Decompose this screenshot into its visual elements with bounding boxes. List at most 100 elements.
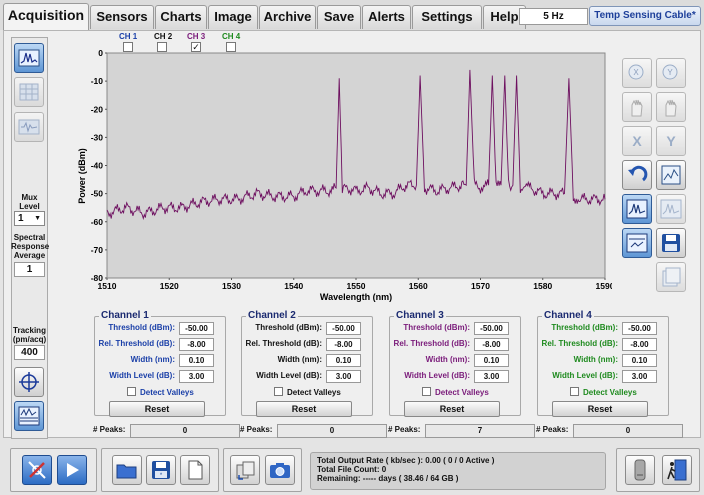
checkbox-box[interactable]	[274, 387, 283, 396]
detect-valleys-label: Detect Valleys	[140, 388, 194, 397]
width-level-field[interactable]: 3.00	[179, 370, 214, 383]
detect-valleys-checkbox[interactable]: Detect Valleys	[570, 387, 637, 397]
reset-button[interactable]: Reset	[256, 401, 352, 417]
width-level-field-row: Width Level (dB): 3.00	[390, 370, 522, 384]
detect-valleys-label: Detect Valleys	[435, 388, 489, 397]
config-button[interactable]: Temp Sensing Cable*	[589, 6, 701, 26]
detect-valleys-checkbox[interactable]: Detect Valleys	[422, 387, 489, 397]
open-folder-icon[interactable]	[112, 455, 142, 485]
y-tick-label: -60	[91, 217, 104, 227]
width-field[interactable]: 0.10	[326, 354, 361, 367]
width-level-field[interactable]: 3.00	[622, 370, 657, 383]
peak-table-icon[interactable]	[14, 401, 44, 431]
undo-zoom-icon[interactable]	[622, 160, 652, 190]
rel-threshold-field[interactable]: -8.00	[179, 338, 214, 351]
tab-alerts[interactable]: Alerts	[362, 5, 411, 29]
y-tick-label: -40	[91, 161, 104, 171]
y-tick-label: -50	[91, 189, 104, 199]
tab-acquisition[interactable]: Acquisition	[3, 3, 89, 31]
detect-valleys-label: Detect Valleys	[583, 388, 637, 397]
zoom-x-icon[interactable]: X	[622, 58, 652, 88]
spectral-average-field[interactable]: 1	[14, 262, 45, 277]
save-disk-icon[interactable]	[656, 228, 686, 258]
width-field-label: Width (nm):	[574, 355, 618, 364]
rel-threshold-field[interactable]: -8.00	[622, 338, 657, 351]
peaks-label: # Peaks:	[240, 425, 272, 434]
rel-threshold-field[interactable]: -8.00	[326, 338, 361, 351]
crosshair-icon[interactable]	[14, 367, 44, 397]
tab-settings[interactable]: Settings	[412, 5, 482, 29]
spectrum-chart[interactable]: Power (dBm) Wavelength (nm) 0 -10 -20 -30 -4…	[76, 48, 612, 306]
svg-text:Y: Y	[667, 68, 673, 77]
channel-title: Channel 1	[99, 310, 151, 321]
autoscale-x-icon[interactable]: X	[622, 126, 652, 156]
tab-save[interactable]: Save	[317, 5, 361, 29]
export-chart-icon[interactable]	[622, 228, 652, 258]
checkbox-box[interactable]	[127, 387, 136, 396]
reset-button[interactable]: Reset	[109, 401, 205, 417]
peaks-value: 0	[277, 424, 387, 438]
peaks-value: 7	[425, 424, 535, 438]
y-tick-label: -70	[91, 245, 104, 255]
exit-icon[interactable]	[662, 455, 692, 485]
channel-title: Channel 3	[394, 310, 446, 321]
pan-y-icon[interactable]	[656, 92, 686, 122]
pan-x-icon[interactable]	[622, 92, 652, 122]
tab-archive[interactable]: Archive	[259, 5, 316, 29]
x-tick-label: 1530	[222, 281, 241, 291]
tracking-field[interactable]: 400	[14, 345, 45, 360]
width-level-field[interactable]: 3.00	[474, 370, 509, 383]
channel-panel-3: Channel 3 Threshold (dBm): -50.00 Rel. Thre…	[389, 316, 521, 416]
threshold-field[interactable]: -50.00	[474, 322, 509, 335]
copy-to-clipboard-icon[interactable]	[230, 455, 260, 485]
checkbox-box[interactable]	[422, 387, 431, 396]
threshold-field-row: Threshold (dBm): -50.00	[242, 322, 374, 336]
peaks-value: 0	[130, 424, 240, 438]
fit-all-icon[interactable]	[656, 160, 686, 190]
width-field-row: Width (nm): 0.10	[538, 354, 670, 368]
mux-level-value: 1	[18, 213, 24, 224]
file-count-text: Total File Count: 0	[317, 465, 599, 474]
screenshot-camera-icon[interactable]	[265, 455, 295, 485]
y-tick-label: -10	[91, 76, 104, 86]
tab-image[interactable]: Image	[208, 5, 258, 29]
y-tick-label: -30	[91, 132, 104, 142]
detect-valleys-checkbox[interactable]: Detect Valleys	[127, 387, 194, 397]
autoscale-y-icon[interactable]: Y	[656, 126, 686, 156]
zoom-y-icon[interactable]: Y	[656, 58, 686, 88]
tab-sensors[interactable]: Sensors	[90, 5, 154, 29]
width-field[interactable]: 0.10	[474, 354, 509, 367]
tab-charts[interactable]: Charts	[155, 5, 207, 29]
y-tick-label: 0	[98, 48, 103, 58]
threshold-field[interactable]: -50.00	[179, 322, 214, 335]
spectrum-view-icon[interactable]	[14, 43, 44, 73]
device-icon[interactable]	[625, 455, 655, 485]
copy-chart-icon[interactable]	[656, 262, 686, 292]
width-field[interactable]: 0.10	[179, 354, 214, 367]
acquisition-toggle-icon[interactable]	[22, 455, 52, 485]
plot-area[interactable]	[107, 53, 605, 278]
save-file-icon[interactable]: *	[146, 455, 176, 485]
spectral-response-label: Spectral Response Average	[11, 233, 48, 260]
width-field[interactable]: 0.10	[622, 354, 657, 367]
ch2-label: CH 2	[154, 32, 172, 41]
x-tick-label: 1570	[471, 281, 490, 291]
chevron-down-icon: ▼	[34, 212, 41, 225]
table-view-icon[interactable]	[14, 77, 44, 107]
threshold-field[interactable]: -50.00	[326, 322, 361, 335]
detect-valleys-checkbox[interactable]: Detect Valleys	[274, 387, 341, 397]
reset-button[interactable]: Reset	[552, 401, 648, 417]
rel-threshold-field-label: Rel. Threshold (dB):	[246, 339, 322, 348]
new-file-icon[interactable]	[180, 455, 210, 485]
waveform-view-icon[interactable]	[14, 112, 44, 142]
checkbox-box[interactable]	[570, 387, 579, 396]
play-icon[interactable]	[57, 455, 87, 485]
mux-level-select[interactable]: 1 ▼	[14, 211, 45, 226]
reset-button[interactable]: Reset	[404, 401, 500, 417]
overlay-mode-icon[interactable]	[656, 194, 686, 224]
rel-threshold-field[interactable]: -8.00	[474, 338, 509, 351]
width-level-field[interactable]: 3.00	[326, 370, 361, 383]
trace-mode-icon[interactable]	[622, 194, 652, 224]
threshold-field[interactable]: -50.00	[622, 322, 657, 335]
width-field-row: Width (nm): 0.10	[390, 354, 522, 368]
